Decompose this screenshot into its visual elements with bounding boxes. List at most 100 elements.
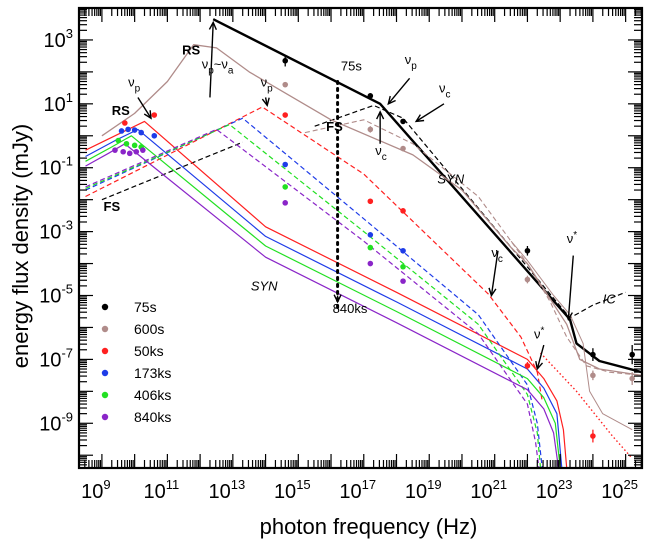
data-point	[125, 126, 131, 133]
y-tick-label: 103	[44, 26, 73, 52]
annotation-subscript: p	[411, 61, 417, 72]
y-tick-label-exp: 3	[66, 26, 73, 41]
y-tick-label-exp: -5	[61, 282, 73, 297]
x-tick-label-base: 10	[601, 481, 623, 503]
data-point	[126, 150, 133, 157]
annotation-nu: ν	[261, 74, 268, 89]
annotation-label: νc	[491, 245, 503, 265]
x-tick-label-exp: 21	[493, 477, 507, 492]
series-line-173ks	[85, 128, 563, 468]
annotation-subscript: *	[540, 326, 544, 337]
y-tick-label-base: 10	[44, 30, 66, 52]
legend-marker	[101, 303, 109, 311]
marker-layer	[112, 54, 635, 443]
arrow-layer	[137, 20, 574, 371]
x-tick-label: 1011	[144, 477, 180, 503]
series-line-75s-FS	[314, 104, 626, 319]
y-tick-label: 10-1	[39, 154, 73, 180]
series-line-840ks-dashed	[85, 128, 540, 468]
series-line-50ks-dashed	[85, 106, 543, 402]
annotation-nu: ν	[491, 245, 498, 260]
annotation-subscript: c	[382, 152, 387, 163]
y-tick-label: 10-5	[39, 282, 73, 308]
annotation-arrow-shaft	[387, 77, 411, 105]
data-point	[112, 147, 118, 153]
x-tick-label-base: 10	[405, 481, 427, 503]
annotation-arrow-shaft	[209, 22, 214, 98]
series-line-600s-FS	[304, 119, 642, 376]
annotation-label: νc	[375, 143, 387, 163]
y-tick-label-exp: 1	[66, 90, 73, 105]
x-tick-label-exp: 19	[427, 477, 441, 492]
annotation-nu: ν	[439, 81, 446, 96]
annotation-arrow-shaft	[137, 97, 152, 119]
data-point	[590, 372, 596, 379]
annotation-arrow-head	[535, 360, 544, 371]
y-tick-label: 10-3	[39, 218, 73, 244]
x-tick-label-exp: 11	[166, 477, 180, 492]
data-point	[367, 126, 374, 133]
annotation-label: ν*	[567, 230, 578, 246]
data-point	[282, 57, 289, 64]
y-tick-label-exp: -9	[61, 409, 73, 424]
legend-label: 406ks	[134, 387, 171, 403]
x-tick-label-base: 10	[144, 481, 166, 503]
data-point	[367, 244, 374, 251]
annotation-subscript: a	[228, 66, 234, 77]
data-point	[131, 127, 138, 133]
annotation-nu: ν	[567, 231, 574, 246]
annotation-arrow-shaft	[415, 103, 445, 122]
annotation-label: RS	[182, 42, 200, 57]
x-tick-label-exp: 25	[624, 477, 638, 492]
series-line-600s	[101, 44, 642, 377]
data-point	[151, 112, 158, 118]
annotation-label: 75s	[341, 58, 362, 73]
annotation-label: RS	[112, 103, 130, 118]
annotation-label: FS	[326, 119, 343, 134]
annotation-arrow-head	[333, 294, 342, 304]
x-tick-label: 1019	[405, 477, 442, 503]
data-point	[282, 81, 289, 88]
y-tick-label: 10-7	[39, 345, 73, 371]
axis-ticks	[78, 7, 642, 469]
data-point	[524, 276, 531, 283]
annotation-arrow-head	[261, 97, 270, 108]
y-tick-label-exp: -7	[61, 345, 73, 360]
annotation-label: 840ks	[333, 301, 368, 316]
x-tick-label-base: 10	[81, 481, 103, 503]
series-line-75s	[212, 18, 642, 374]
data-point	[400, 208, 406, 214]
data-point	[629, 375, 635, 382]
y-tick-label-base: 10	[44, 94, 66, 116]
y-tick-label-exp: -3	[61, 218, 73, 233]
y-axis-title: energy flux density (mJy)	[8, 124, 33, 369]
annotation-label: νp~νa	[202, 57, 234, 77]
series-line-406ks-dashed	[85, 124, 542, 468]
legend: 75s 600s 50ks 173ks 406ks 840ks	[101, 299, 171, 425]
y-tick-label: 10-9	[39, 409, 73, 435]
x-tick-label-base: 10	[274, 481, 296, 503]
data-point	[131, 142, 138, 149]
x-tick-label-base: 10	[536, 481, 558, 503]
annotation-label: SYN	[437, 172, 464, 187]
series-line-50ks	[85, 120, 568, 468]
data-point	[123, 140, 130, 147]
data-point	[282, 200, 289, 206]
annotation-label: νp	[405, 52, 418, 72]
data-point	[282, 161, 289, 168]
x-tick-label-base: 10	[339, 481, 361, 503]
y-tick-label-exp: -1	[61, 154, 73, 169]
data-point	[367, 198, 374, 205]
annotation-arrow-head	[414, 114, 425, 123]
annotation-arrow-head	[376, 110, 385, 120]
y-tick-label-base: 10	[39, 158, 61, 180]
data-point	[400, 247, 406, 254]
annotation-arrow-head	[208, 20, 218, 31]
x-tick-label: 1015	[274, 477, 311, 503]
annotation-arrow-shaft	[567, 255, 574, 320]
x-tick-label: 1017	[339, 477, 376, 503]
annotation-label: νp	[128, 74, 141, 94]
annotation-nu: ν	[375, 143, 382, 158]
axis-tick-labels: 109 1011 1013 1015 1017 1019 1021 1023 102510310…	[39, 26, 638, 503]
